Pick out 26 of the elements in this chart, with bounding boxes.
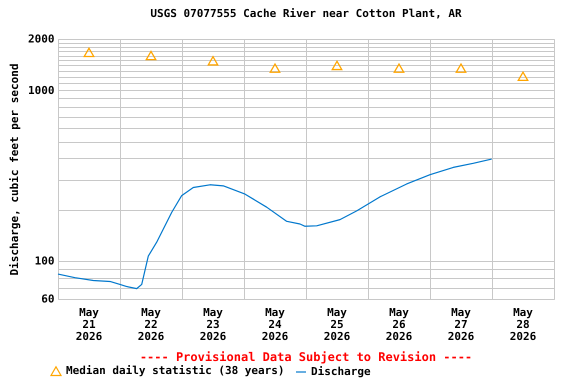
x-tick-label: May 27 2026: [448, 306, 475, 343]
legend-label: Discharge: [311, 365, 371, 378]
legend-label: Median daily statistic (38 years): [66, 364, 285, 378]
x-tick-label: May 28 2026: [510, 306, 537, 343]
chart-title: USGS 07077555 Cache River near Cotton Plant, AR: [150, 7, 462, 20]
point: [84, 48, 94, 58]
point: [208, 56, 218, 66]
point: [518, 72, 528, 82]
x-tick-label: May 24 2026: [262, 306, 289, 343]
point: [332, 60, 342, 70]
y-tick-label: 60: [41, 292, 54, 306]
y-tick-label: 100: [34, 254, 54, 268]
text: ---- Provisional Data Subject to Revision ----: [140, 350, 472, 364]
point: [146, 50, 156, 60]
x-tick-label: May 22 2026: [138, 306, 165, 343]
y-tick-label: 1000: [28, 84, 54, 97]
x-tick-label: May 23 2026: [200, 306, 227, 343]
point: [456, 63, 466, 73]
point: [394, 63, 404, 73]
point: [270, 63, 280, 73]
y-tick-label: 2000: [28, 32, 54, 46]
x-tick-label: May 25 2026: [324, 306, 351, 343]
x-tick-label: May 26 2026: [386, 306, 413, 343]
y-axis-title: Discharge, cubic feet per second: [8, 64, 22, 276]
line-series: [57, 158, 492, 290]
x-tick-label: May 21 2026: [76, 306, 103, 343]
